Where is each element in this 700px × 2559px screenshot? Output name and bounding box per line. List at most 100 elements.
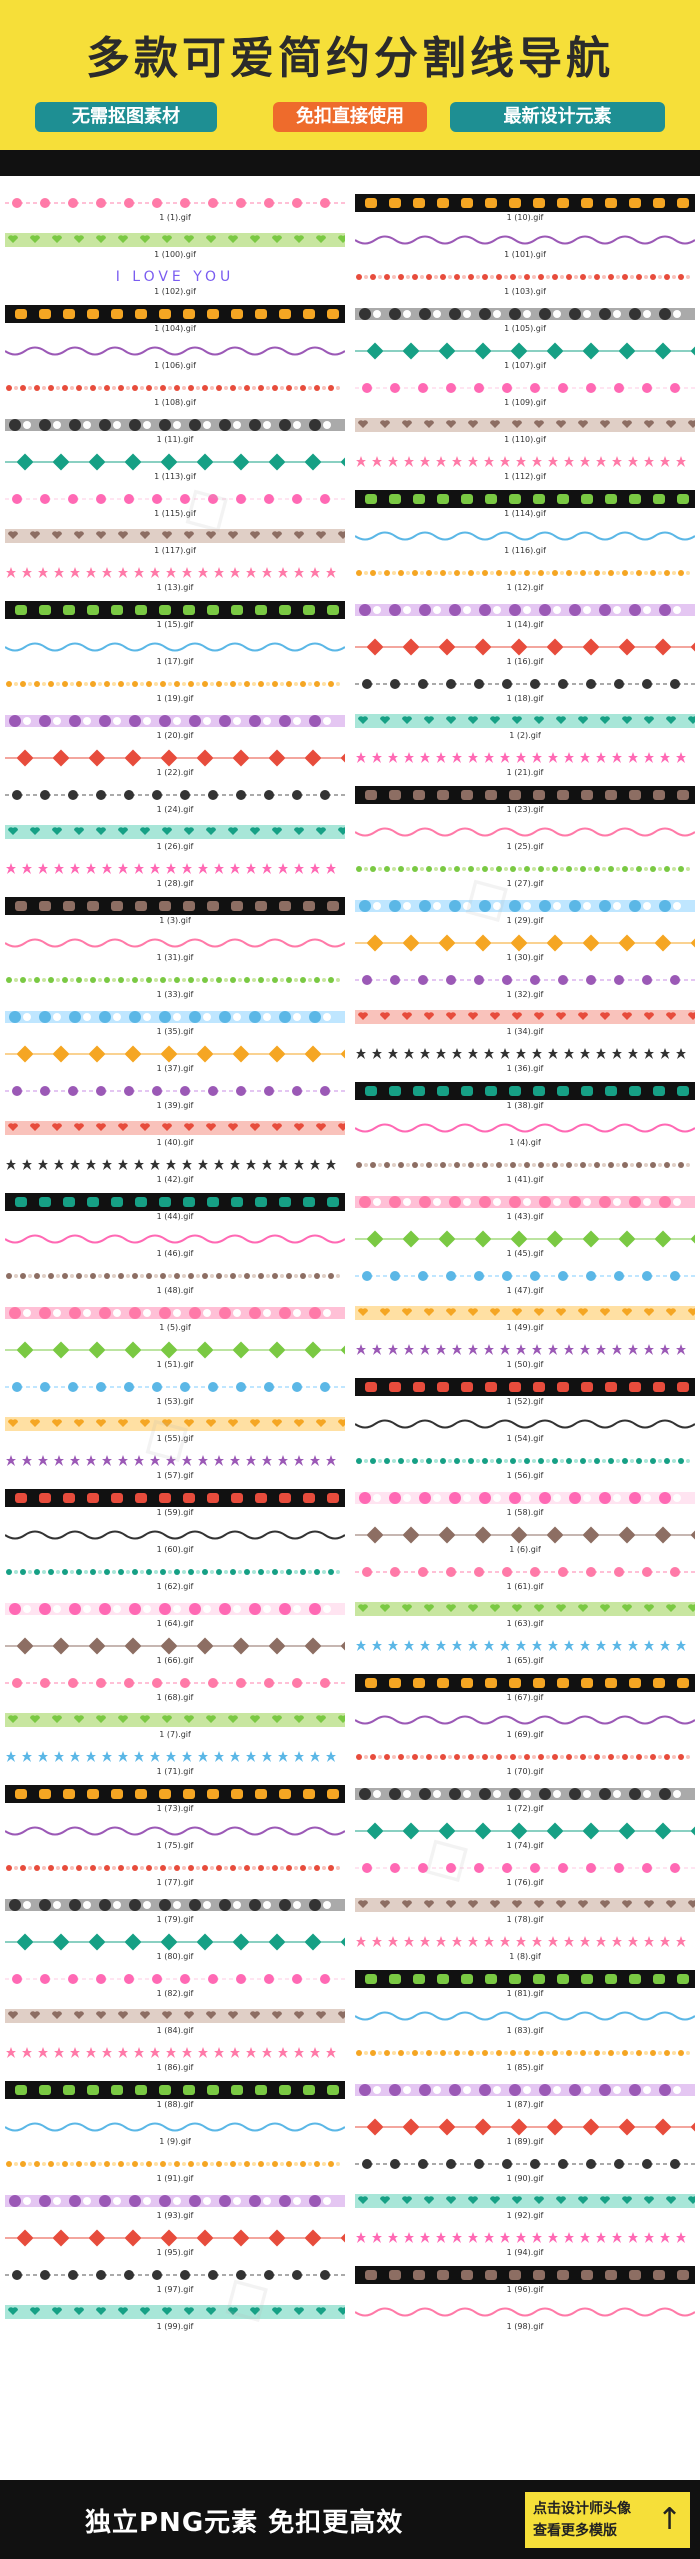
divider-graphic: [355, 305, 695, 323]
divider-graphic: [5, 1267, 345, 1285]
divider-graphic: [355, 1822, 700, 1840]
divider-graphic: [355, 1193, 695, 1211]
divider-filename: 1 (76).gif: [506, 1878, 544, 1887]
divider-filename: 1 (81).gif: [506, 1989, 544, 1998]
tag-new-design: 最新设计元素: [450, 102, 665, 132]
designer-cta-button[interactable]: 点击设计师头像 查看更多模版 ↑: [525, 2492, 690, 2548]
divider-item: 1 (77).gif: [5, 1855, 345, 1892]
divider-graphic: [5, 786, 345, 804]
divider-graphic: [5, 1970, 345, 1988]
divider-filename: 1 (21).gif: [506, 768, 544, 777]
divider-filename: 1 (64).gif: [156, 1619, 194, 1628]
divider-item: 1 (11).gif: [5, 412, 345, 449]
divider-filename: 1 (84).gif: [156, 2026, 194, 2035]
divider-item: 1 (80).gif: [5, 1929, 358, 1966]
divider-item: 1 (3).gif: [5, 893, 345, 930]
divider-item: 1 (62).gif: [5, 1559, 345, 1596]
divider-graphic: [355, 1452, 695, 1470]
divider-item: 1 (82).gif: [5, 1966, 345, 2003]
divider-filename: 1 (40).gif: [156, 1138, 194, 1147]
divider-filename: 1 (49).gif: [506, 1323, 544, 1332]
divider-item: 1 (97).gif: [5, 2262, 345, 2299]
divider-graphic: [354, 527, 696, 545]
divider-filename: 1 (85).gif: [506, 2063, 544, 2072]
divider-filename: 1 (90).gif: [506, 2174, 544, 2183]
divider-item: 1 (23).gif: [355, 782, 695, 819]
divider-graphic: [355, 2266, 695, 2284]
divider-filename: 1 (52).gif: [506, 1397, 544, 1406]
divider-item: 1 (38).gif: [355, 1078, 695, 1115]
divider-graphic: [5, 1082, 345, 1100]
header-banner: 多款可爱简约分割线导航 无需抠图素材 免扣直接使用 最新设计元素: [0, 0, 700, 150]
divider-graphic: [5, 1045, 358, 1063]
divider-filename: 1 (103).gif: [504, 287, 546, 296]
divider-filename: 1 (95).gif: [156, 2248, 194, 2257]
divider-filename: 1 (28).gif: [156, 879, 194, 888]
divider-item: 1 (60).gif: [4, 1522, 346, 1559]
divider-filename: 1 (33).gif: [156, 990, 194, 999]
divider-item: 1 (66).gif: [5, 1633, 358, 1670]
divider-filename: 1 (19).gif: [156, 694, 194, 703]
divider-graphic: [5, 564, 345, 582]
divider-filename: 1 (15).gif: [156, 620, 194, 629]
divider-graphic: [5, 1415, 348, 1433]
divider-filename: 1 (17).gif: [156, 657, 194, 666]
divider-graphic: [355, 342, 700, 360]
divider-item: 1 (94).gif: [355, 2225, 695, 2262]
divider-graphic: [5, 1933, 358, 1951]
divider-graphic: I LOVE YOU: [5, 268, 345, 286]
divider-filename: 1 (32).gif: [506, 990, 544, 999]
divider-item: 1 (90).gif: [355, 2151, 695, 2188]
divider-graphic: [355, 1489, 695, 1507]
divider-item: 1 (74).gif: [355, 1818, 700, 1855]
divider-graphic: [354, 231, 696, 249]
divider-item: 1 (72).gif: [355, 1781, 695, 1818]
divider-item: 1 (7).gif: [5, 1707, 348, 1744]
divider-item: 1 (108).gif: [5, 375, 345, 412]
divider-graphic: [5, 2192, 345, 2210]
divider-item: 1 (78).gif: [355, 1892, 698, 1929]
divider-filename: 1 (23).gif: [506, 805, 544, 814]
divider-graphic: [354, 823, 696, 841]
divider-filename: 1 (38).gif: [506, 1101, 544, 1110]
divider-graphic: [355, 675, 695, 693]
divider-graphic: [5, 1119, 348, 1137]
divider-item: 1 (89).gif: [355, 2114, 700, 2151]
divider-filename: 1 (67).gif: [506, 1693, 544, 1702]
divider-graphic: [355, 1008, 698, 1026]
divider-graphic: [4, 934, 346, 952]
divider-item: 1 (84).gif: [5, 2003, 348, 2040]
divider-filename: 1 (96).gif: [506, 2285, 544, 2294]
divider-graphic: [355, 2118, 700, 2136]
divider-item: 1 (12).gif: [355, 560, 695, 597]
divider-filename: 1 (71).gif: [156, 1767, 194, 1776]
divider-graphic: [5, 1748, 345, 1766]
divider-item: 1 (8).gif: [355, 1929, 695, 1966]
divider-filename: 1 (61).gif: [506, 1582, 544, 1591]
divider-item: 1 (18).gif: [355, 671, 695, 708]
divider-graphic: [355, 1156, 695, 1174]
divider-graphic: [4, 1822, 346, 1840]
divider-filename: 1 (73).gif: [156, 1804, 194, 1813]
divider-item: 1 (6).gif: [355, 1522, 700, 1559]
divider-filename: 1 (2).gif: [509, 731, 541, 740]
divider-filename: 1 (56).gif: [506, 1471, 544, 1480]
divider-item: 1 (55).gif: [5, 1411, 348, 1448]
divider-item: 1 (27).gif: [355, 856, 695, 893]
divider-item: 1 (63).gif: [355, 1596, 698, 1633]
cta-line-1: 点击设计师头像: [533, 2501, 631, 2517]
divider-filename: 1 (91).gif: [156, 2174, 194, 2183]
divider-graphic: [5, 2266, 345, 2284]
divider-filename: 1 (105).gif: [504, 324, 546, 333]
divider-filename: 1 (13).gif: [156, 583, 194, 592]
divider-graphic: [355, 749, 695, 767]
divider-graphic: [5, 231, 348, 249]
divider-filename: 1 (65).gif: [506, 1656, 544, 1665]
divider-filename: 1 (60).gif: [156, 1545, 194, 1554]
divider-item: 1 (98).gif: [354, 2299, 696, 2336]
divider-graphic: [355, 2044, 695, 2062]
divider-item: 1 (25).gif: [354, 819, 696, 856]
divider-filename: 1 (12).gif: [506, 583, 544, 592]
divider-filename: 1 (8).gif: [509, 1952, 541, 1961]
divider-filename: 1 (82).gif: [156, 1989, 194, 1998]
